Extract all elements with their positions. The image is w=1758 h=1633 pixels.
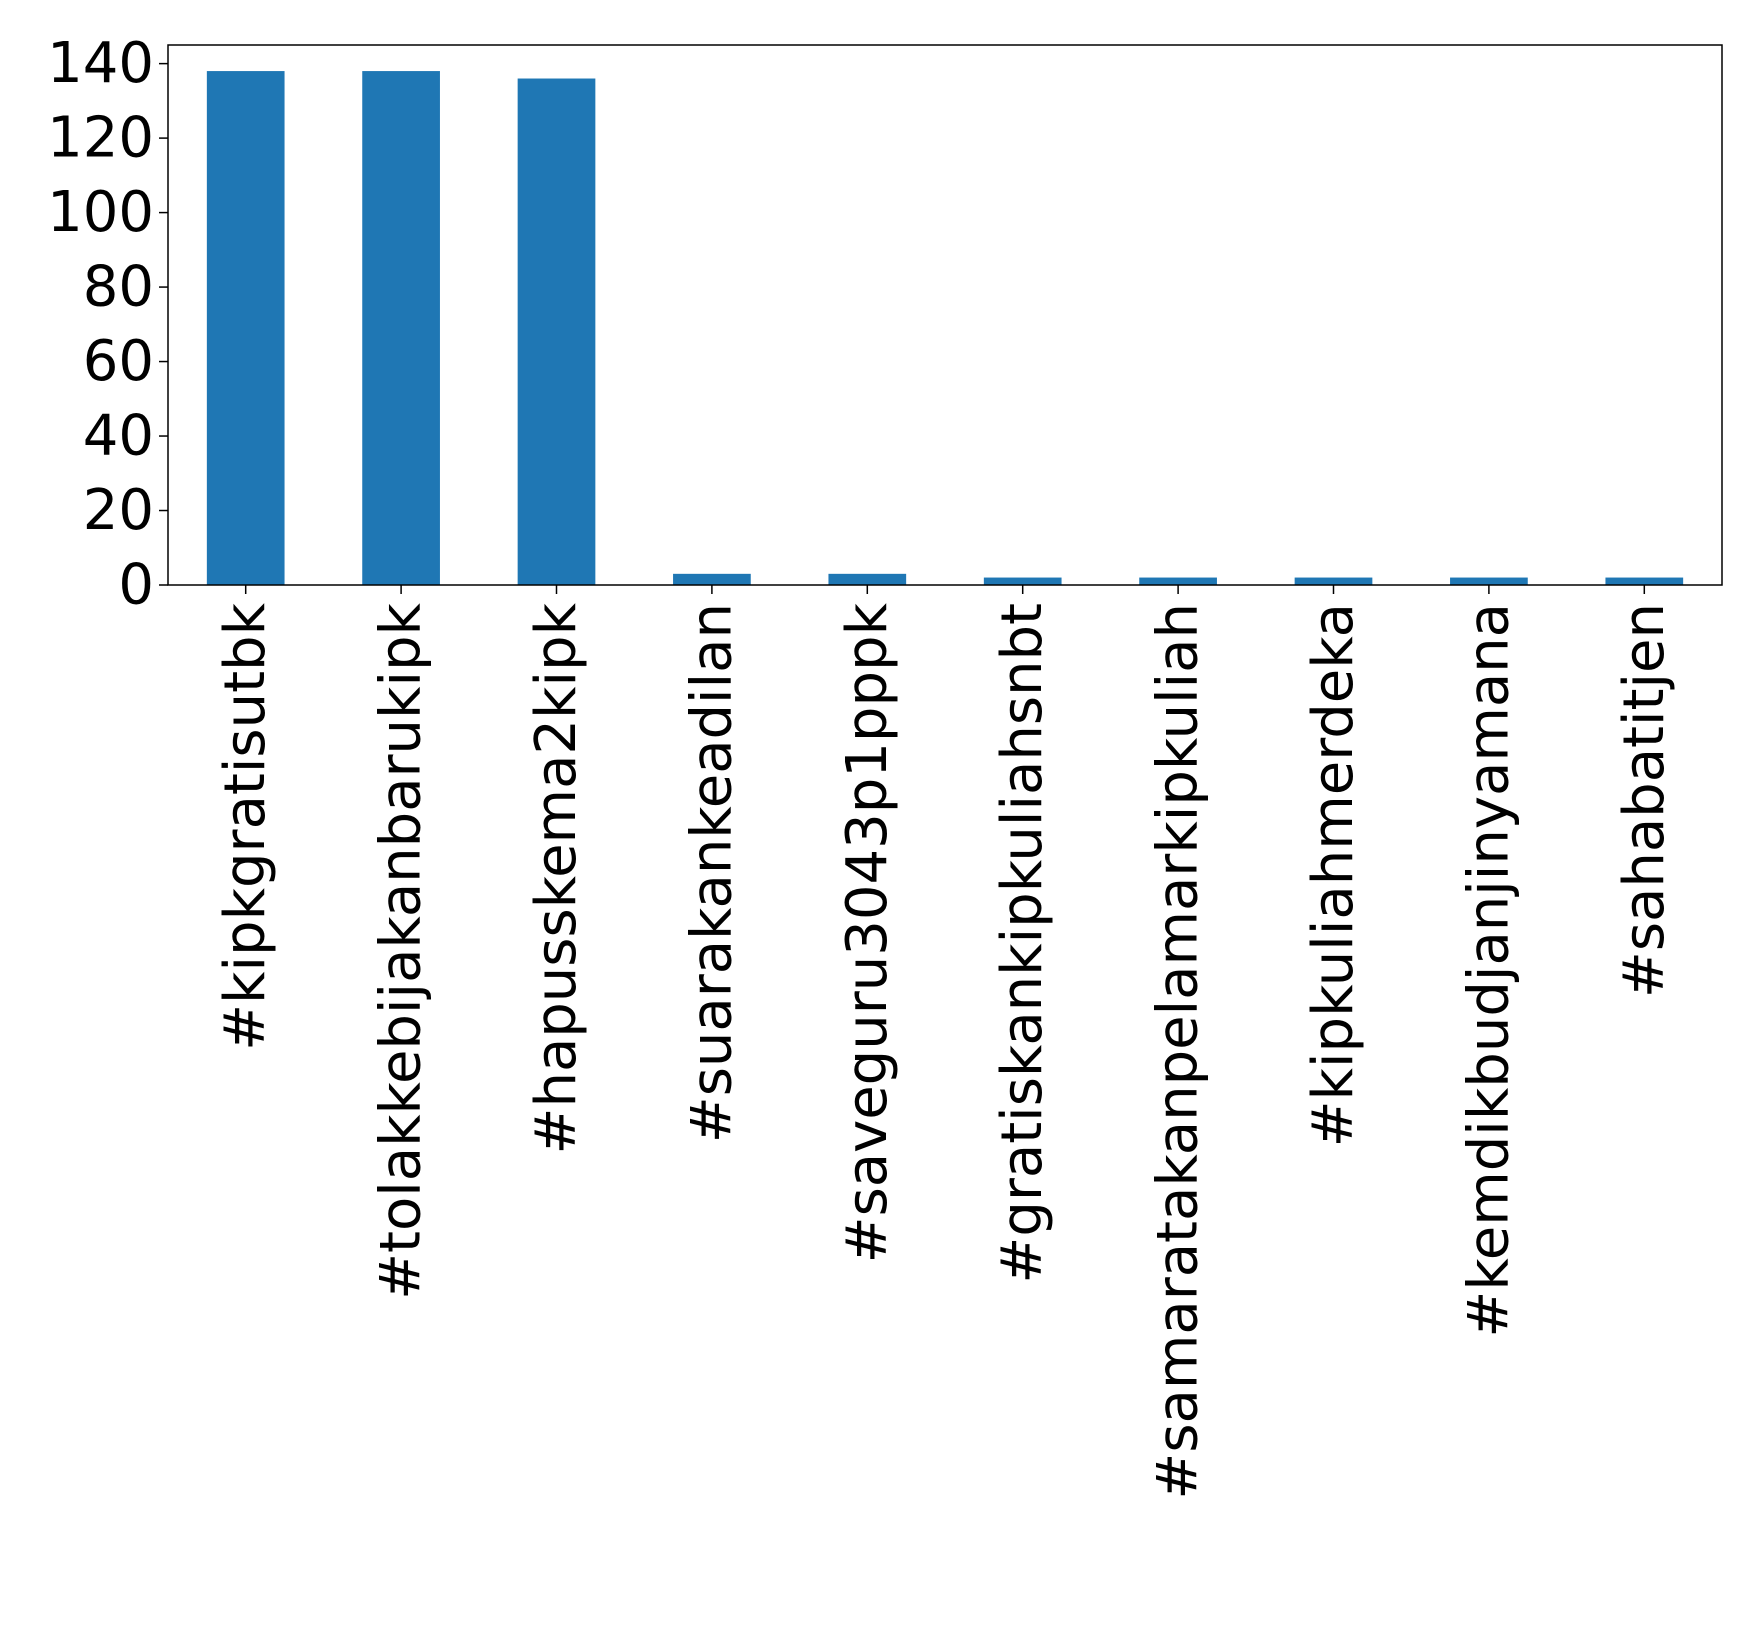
y-tick-label: 20 bbox=[83, 478, 154, 543]
x-tick-label: #kipkgratisutbk bbox=[213, 602, 278, 1050]
x-tick-label: #saveguru3043p1pppk bbox=[835, 602, 900, 1263]
y-tick-label: 60 bbox=[83, 329, 154, 394]
bar-7 bbox=[1294, 577, 1373, 585]
bar-3 bbox=[673, 573, 751, 585]
x-tick-label: #kemdikbudjanjinyamana bbox=[1456, 603, 1521, 1338]
bar-8 bbox=[1450, 577, 1528, 585]
plot-frame bbox=[167, 44, 1723, 586]
x-tick-label: #tolakkebijakanbarukipk bbox=[369, 602, 434, 1299]
y-axis: 0 20 40 60 80 100 120 140 bbox=[47, 31, 168, 618]
x-tick-label: #samaratakanpelamarkipkuliah bbox=[1146, 603, 1211, 1500]
bar-5 bbox=[983, 577, 1062, 585]
y-tick-label: 80 bbox=[83, 255, 154, 320]
y-tick-label: 120 bbox=[47, 106, 154, 171]
x-tick-label: #suarakankeadilan bbox=[679, 603, 744, 1143]
y-tick-label: 0 bbox=[118, 553, 154, 618]
bar-9 bbox=[1605, 577, 1684, 585]
x-tick-label: #hapusskema2kipk bbox=[524, 602, 589, 1154]
bar-4 bbox=[828, 573, 907, 585]
x-tick-label: #sahabatitjen bbox=[1612, 603, 1677, 998]
bars-group bbox=[206, 71, 1684, 585]
y-tick-label: 100 bbox=[47, 180, 154, 245]
x-tick-label: #kipkuliahmerdeka bbox=[1301, 603, 1366, 1147]
y-tick-label: 40 bbox=[83, 404, 154, 469]
x-axis: #kipkgratisutbk #tolakkebijakanbarukipk #h… bbox=[213, 585, 1677, 1500]
bar-6 bbox=[1139, 577, 1217, 585]
x-tick-label: #gratiskankipkuliahsnbt bbox=[990, 603, 1055, 1284]
y-tick-label: 140 bbox=[47, 31, 154, 96]
bar-2 bbox=[517, 78, 596, 585]
bar-1 bbox=[362, 71, 440, 585]
bar-0 bbox=[206, 71, 285, 585]
